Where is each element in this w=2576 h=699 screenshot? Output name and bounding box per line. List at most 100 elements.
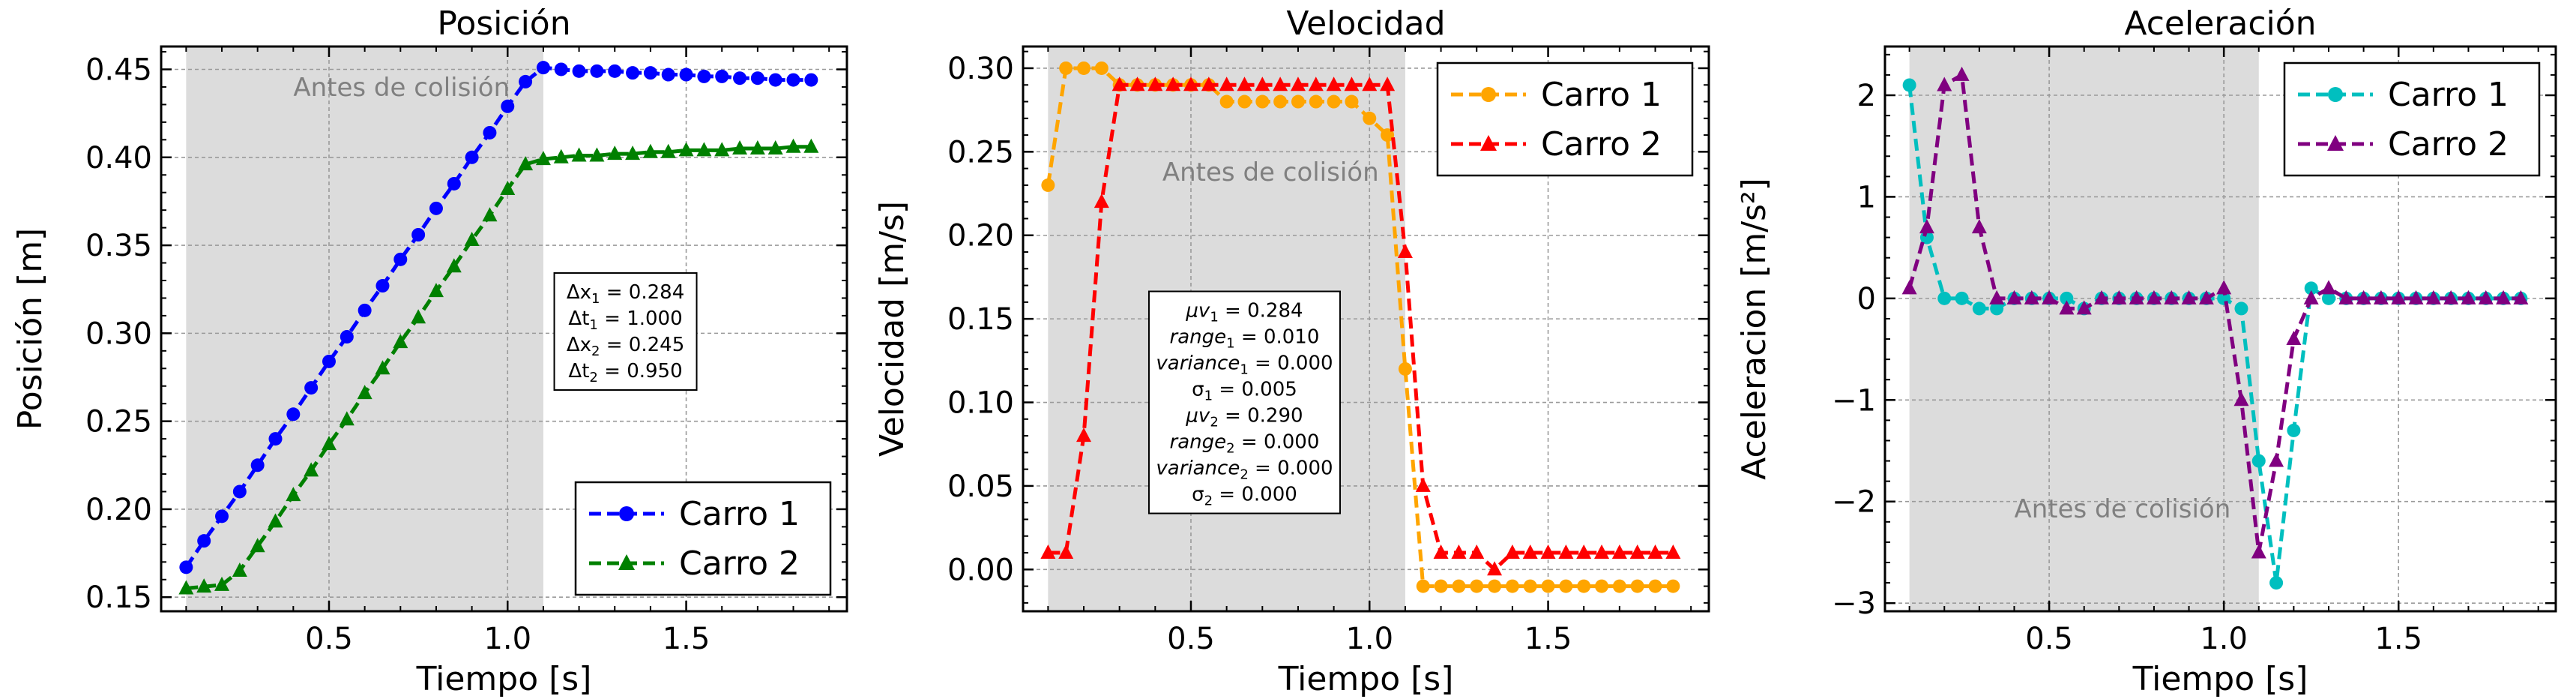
data-point — [2321, 280, 2337, 295]
data-point — [589, 147, 605, 162]
stats-symbol: range — [1170, 431, 1227, 454]
legend-entry: Carro 2 — [1451, 125, 1662, 164]
data-point — [1937, 76, 1952, 92]
y-tick-label: 0.20 — [947, 219, 1014, 254]
data-point — [2251, 544, 2266, 559]
data-point — [286, 487, 301, 502]
legend: Carro 1 Carro 2 — [1436, 62, 1694, 177]
data-point — [501, 99, 515, 113]
data-point — [714, 142, 730, 157]
data-point — [660, 143, 676, 158]
stats-equals: = — [1213, 484, 1241, 506]
data-point — [1648, 579, 1662, 593]
data-point — [571, 147, 587, 162]
data-point — [1219, 94, 1234, 109]
data-point — [2478, 290, 2494, 304]
stats-equals: = — [1235, 431, 1264, 454]
data-point — [465, 150, 479, 164]
y-axis-label: Aceleracion [m/s²] — [1735, 178, 1773, 480]
data-point — [304, 462, 319, 477]
stats-line: σ2 = 0.000 — [1192, 484, 1297, 509]
y-tick-label: −3 — [1832, 586, 1876, 621]
data-point — [232, 562, 247, 578]
x-tick-label: 1.5 — [1524, 622, 1572, 656]
data-point — [2356, 290, 2371, 304]
data-point — [2461, 290, 2476, 304]
data-point — [2111, 290, 2127, 304]
data-point — [1523, 579, 1537, 593]
data-point — [2391, 290, 2407, 304]
data-point — [1363, 111, 1377, 125]
data-point — [1577, 579, 1591, 593]
data-point — [483, 125, 497, 140]
stats-equals: = — [1249, 458, 1277, 480]
legend-label: Carro 2 — [1541, 125, 1662, 164]
legend-marker — [2328, 87, 2343, 102]
axes-frame — [1883, 45, 2557, 613]
data-point — [1362, 76, 1378, 92]
y-tick-label: 0.15 — [947, 302, 1014, 337]
data-point — [1470, 579, 1484, 593]
data-point — [1594, 544, 1610, 560]
chart-3: Antes de colisión 0.5 1.0 1.5 −3 −2 −1 0 1 2 Acele… — [1735, 4, 2557, 698]
stats-subscript: 2 — [589, 370, 597, 386]
data-point — [179, 560, 193, 574]
data-point — [786, 73, 800, 87]
data-point — [1433, 544, 1449, 560]
data-point — [626, 66, 640, 80]
data-point — [661, 68, 675, 82]
data-point — [357, 385, 372, 400]
x-tick-label: 0.5 — [305, 622, 353, 656]
data-point — [1954, 66, 1970, 81]
stats-frame — [1147, 290, 1341, 514]
chart-title: Aceleración — [2124, 4, 2316, 43]
stats-frame — [553, 272, 698, 392]
data-point — [178, 580, 194, 595]
data-point — [2006, 290, 2022, 304]
stats-equals: = — [1219, 300, 1247, 322]
data-point — [679, 68, 693, 82]
data-point — [446, 258, 462, 273]
y-axis-label: Posición [m] — [11, 228, 49, 430]
chart-1: Antes de colisión 0.5 1.0 1.5 0.15 0.20 0.25 0.… — [11, 4, 848, 698]
stats-line: range2 = 0.000 — [1170, 431, 1320, 457]
legend-marker — [618, 554, 635, 570]
legend-entry: Carro 1 — [1451, 76, 1662, 114]
data-point — [2216, 280, 2232, 295]
stats-equals: = — [600, 334, 628, 356]
stats-equals: = — [598, 308, 627, 330]
data-point — [2513, 290, 2529, 304]
data-point — [268, 513, 283, 528]
data-point — [732, 140, 748, 155]
data-point — [1326, 76, 1342, 92]
data-point — [1971, 219, 1987, 234]
stats-subscript: 1 — [1210, 310, 1218, 326]
legend-label: Carro 2 — [679, 544, 800, 583]
stats-subscript: 1 — [589, 317, 597, 333]
stats-equals: = — [600, 281, 628, 304]
data-point — [1559, 579, 1573, 593]
stats-line: variance2 = 0.000 — [1156, 458, 1333, 483]
data-point — [411, 228, 426, 242]
data-point — [1201, 76, 1216, 92]
data-point — [2303, 290, 2319, 304]
stats-subscript: 1 — [1204, 388, 1213, 404]
data-point — [1345, 94, 1359, 109]
data-point — [1183, 76, 1198, 92]
stats-symbol: σ — [1192, 484, 1204, 506]
x-tick-label: 0.5 — [2025, 622, 2073, 656]
data-point — [1111, 76, 1127, 92]
data-point — [2496, 290, 2512, 304]
x-tick-label: 1.5 — [2374, 622, 2422, 656]
data-point — [447, 176, 461, 190]
stats-symbol: σ — [1192, 379, 1204, 401]
data-point — [2198, 290, 2214, 304]
data-point — [1076, 428, 1092, 442]
legend-marker — [2327, 135, 2344, 151]
data-point — [1380, 76, 1396, 92]
data-point — [1558, 544, 1574, 560]
data-point — [2373, 290, 2389, 304]
data-point — [1937, 291, 1952, 305]
data-point — [553, 148, 569, 164]
stats-equals: = — [1213, 379, 1241, 401]
